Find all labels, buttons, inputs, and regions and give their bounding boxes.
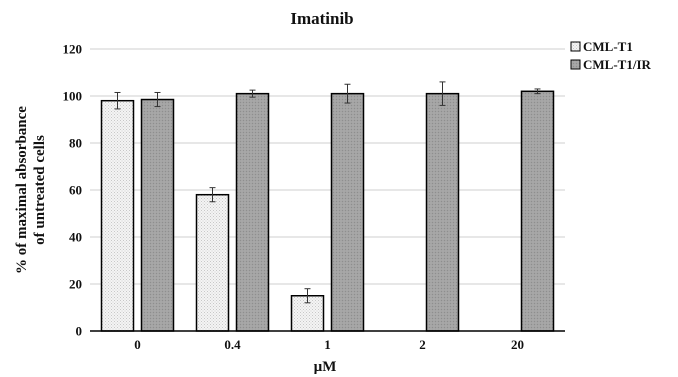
bar-cml-t1-0 — [100, 99, 135, 332]
error-bar — [534, 88, 541, 95]
error-bar — [344, 83, 351, 104]
error-bar — [209, 187, 216, 203]
x-tick-label: 1 — [324, 337, 331, 352]
y-tick-label: 0 — [76, 324, 83, 339]
y-tick-label: 120 — [63, 42, 83, 57]
bar-cml-t1-0-4 — [195, 193, 230, 332]
error-bar — [249, 89, 256, 98]
y-tick-label: 80 — [69, 136, 82, 151]
legend-swatch-cml-t1-ir — [570, 59, 581, 70]
x-tick-label: 0.4 — [224, 337, 241, 352]
legend: CML-T1 CML-T1/IR — [570, 39, 652, 72]
y-tick-label: 100 — [63, 89, 83, 104]
legend-label-cml-t1-ir: CML-T1/IR — [583, 57, 652, 72]
bar-cml-t1-ir-1 — [330, 92, 365, 332]
x-axis-ticks: 0 0.4 1 2 20 — [134, 337, 524, 352]
x-tick-label: 0 — [134, 337, 141, 352]
error-bars — [114, 81, 541, 304]
x-tick-label: 20 — [511, 337, 524, 352]
legend-label-cml-t1: CML-T1 — [583, 39, 633, 54]
x-tick-label: 2 — [419, 337, 426, 352]
y-axis-label-line-1: % of maximal absorbance — [14, 106, 30, 274]
error-bar — [154, 91, 161, 108]
error-bar — [439, 81, 446, 106]
legend-swatch-cml-t1 — [570, 41, 581, 52]
bars — [100, 90, 555, 332]
y-tick-label: 20 — [69, 277, 82, 292]
error-bar — [304, 288, 311, 304]
bar-cml-t1-ir-2 — [425, 92, 460, 332]
error-bar — [114, 91, 121, 110]
bar-cml-t1-ir-0-4 — [235, 92, 270, 332]
chart-title: Imatinib — [290, 9, 353, 28]
y-tick-label: 60 — [69, 183, 82, 198]
bar-cml-t1-ir-0 — [140, 98, 175, 332]
y-axis-ticks: 0 20 40 60 80 100 120 — [63, 42, 83, 339]
bar-cml-t1-ir-20 — [520, 90, 555, 332]
y-tick-label: 40 — [69, 230, 82, 245]
x-axis-label: µM — [314, 359, 337, 375]
y-axis-label-line-2: of untreated cells — [32, 135, 48, 245]
y-axis-label: % of maximal absorbance of untreated cel… — [14, 106, 48, 274]
